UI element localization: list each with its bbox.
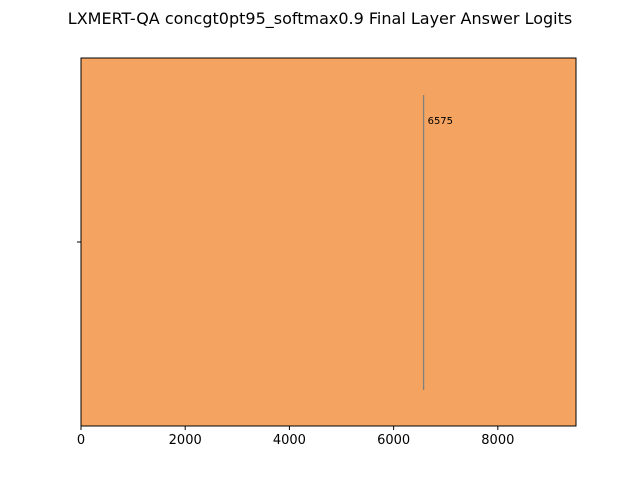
x-tick-label: 8000 [481,433,514,448]
plot-area: 6575 [80,57,577,427]
x-tick-label: 6000 [377,433,410,448]
median-annotation: 6575 [428,116,453,127]
x-tick-label: 2000 [169,433,202,448]
chart-title: LXMERT-QA concgt0pt95_softmax0.9 Final L… [68,9,572,29]
x-tick-label: 0 [77,433,85,448]
violin-body [81,58,576,426]
x-tick-label: 4000 [273,433,306,448]
x-axis: 0 2000 4000 6000 8000 [77,426,514,448]
